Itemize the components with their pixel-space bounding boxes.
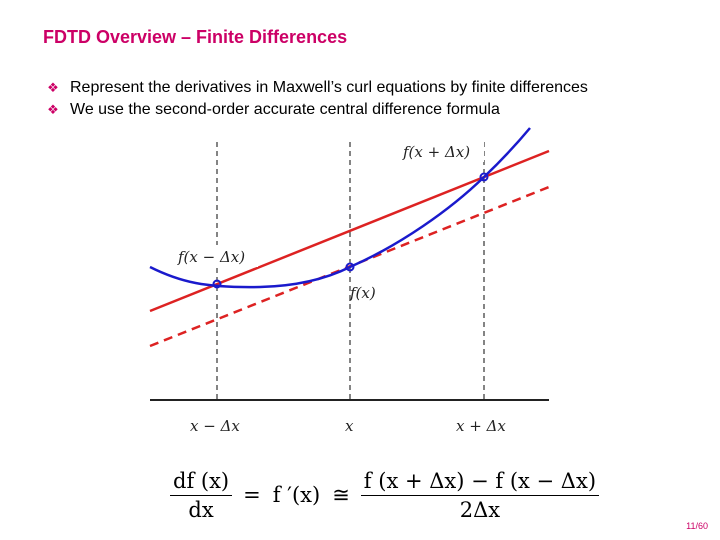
point-label-x-minus: f(x − Δx): [177, 248, 245, 266]
slide-title: FDTD Overview – Finite Differences: [43, 27, 348, 47]
diamond-cluster-icon: ❖: [47, 80, 59, 95]
point-x-plus: [479, 172, 489, 182]
approx-sign: ≅: [332, 483, 350, 507]
derivative-term: f ′(x): [272, 483, 321, 507]
lhs-numerator: df (x): [170, 469, 233, 496]
rhs-fraction: f (x + Δx) − f (x − Δx) 2Δx: [360, 469, 600, 522]
lhs-fraction: df (x) dx: [170, 469, 233, 522]
bullet-item: ❖ Represent the derivatives in Maxwell’s…: [45, 77, 588, 99]
point-x: [345, 262, 355, 272]
equals-sign: =: [243, 483, 261, 507]
tick-label-x-minus: x − Δx: [190, 417, 240, 435]
bullet-list: ❖ Represent the derivatives in Maxwell’s…: [45, 77, 588, 121]
page-number: 11/60: [686, 521, 708, 531]
bullet-text: Represent the derivatives in Maxwell’s c…: [70, 79, 588, 96]
tick-label-x-plus: x + Δx: [456, 417, 506, 435]
bullet-text: We use the second-order accurate central…: [70, 101, 500, 118]
point-label-x-plus: f(x + Δx): [402, 143, 470, 161]
lhs-denominator: dx: [188, 497, 214, 522]
rhs-numerator: f (x + Δx) − f (x − Δx): [360, 469, 600, 496]
bullet-item: ❖ We use the second-order accurate centr…: [45, 99, 588, 121]
label-bg-x-minus: [176, 245, 258, 267]
diamond-cluster-icon: ❖: [47, 102, 59, 117]
tick-label-x: x: [345, 417, 354, 435]
rhs-denominator: 2Δx: [459, 497, 501, 522]
point-x-minus: [212, 279, 222, 289]
point-label-x: f(x): [349, 284, 376, 302]
central-difference-formula: df (x) dx = f ′(x) ≅ f (x + Δx) − f (x −…: [165, 462, 604, 528]
function-curve: [149, 127, 531, 289]
label-bg-x-plus: [400, 140, 484, 162]
